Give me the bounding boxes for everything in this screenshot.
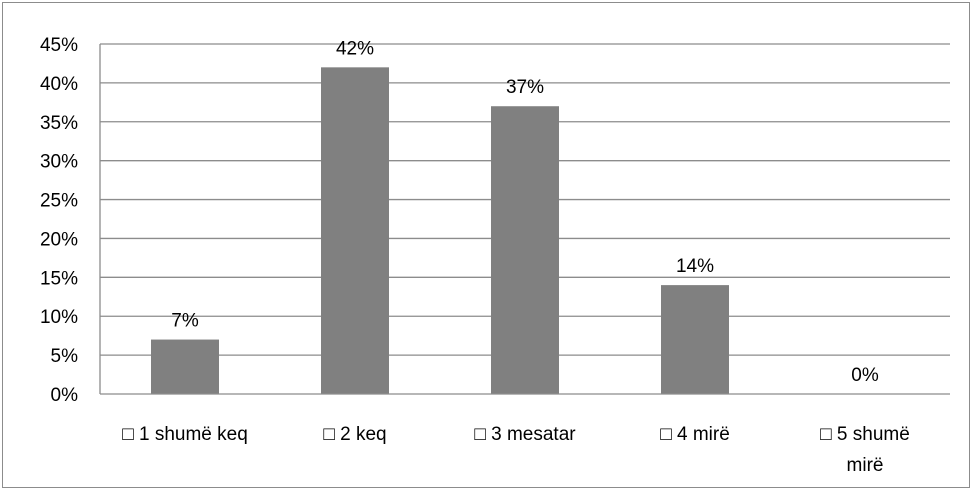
axes — [99, 44, 950, 395]
data-label: 42% — [336, 38, 374, 59]
y-tick-label: 5% — [51, 346, 79, 367]
data-label: 37% — [506, 77, 544, 98]
data-label: 14% — [676, 256, 714, 277]
y-tick-label: 15% — [40, 268, 78, 289]
data-label: 7% — [171, 311, 199, 332]
y-tick-label: 40% — [40, 74, 78, 95]
bar — [321, 67, 389, 394]
x-axis-category-labels: □ 1 shumë keq □ 2 keq □ 3 mesatar □ 4 mirë □… — [122, 424, 910, 476]
y-tick-label: 35% — [40, 113, 78, 134]
data-label: 0% — [851, 365, 879, 386]
category-label: mirë — [847, 455, 884, 476]
y-tick-label: 25% — [40, 191, 78, 212]
y-tick-label: 0% — [51, 385, 79, 406]
category-label: □ 4 mirë — [660, 424, 730, 445]
bar — [661, 285, 729, 394]
category-label: □ 5 shumë — [820, 424, 910, 445]
y-tick-label: 30% — [40, 152, 78, 173]
y-tick-label: 20% — [40, 229, 78, 250]
y-tick-label: 10% — [40, 307, 78, 328]
y-axis-tick-labels: 0% 5% 10% 15% 20% 25% 30% 35% 40% 45% — [40, 35, 78, 406]
bars — [151, 67, 729, 394]
category-label: □ 1 shumë keq — [122, 424, 248, 445]
y-tick-label: 45% — [40, 35, 78, 56]
bar — [491, 106, 559, 394]
category-label: □ 3 mesatar — [474, 424, 576, 445]
category-label: □ 2 keq — [323, 424, 386, 445]
bar — [151, 339, 219, 394]
data-labels: 7% 42% 37% 14% 0% — [171, 38, 879, 386]
